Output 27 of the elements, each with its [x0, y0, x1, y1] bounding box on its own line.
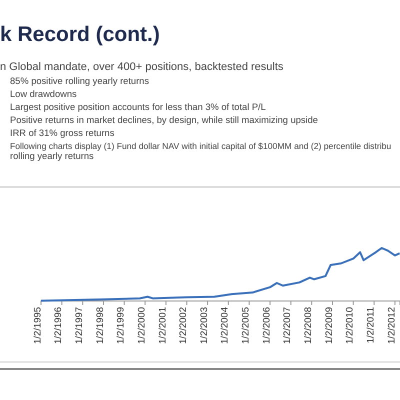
x-tick-label: 1/2/1997 [74, 307, 85, 344]
x-tick-label: 1/2/1996 [53, 307, 64, 344]
x-tick-label: 1/2/2010 [344, 307, 356, 344]
x-tick-label: 1/2/1995 [32, 307, 44, 344]
x-tick-label: 1/2/2009 [324, 307, 335, 344]
x-tick-label: 1/2/2000 [136, 307, 148, 344]
text: Largest positive position accounts for less than 3% of total P/L [10, 102, 266, 112]
x-tick-label: 1/2/2003 [198, 307, 210, 344]
x-tick-label: 1/2/2012 [386, 307, 398, 344]
x-tick-label: 1/2/2007 [282, 307, 294, 344]
x-tick-label: 1/2/2005 [240, 307, 252, 344]
text: Low drawdowns [10, 89, 78, 99]
text: n Global mandate, over 400+ positions, backtested results [0, 61, 284, 73]
x-tick-label: 1/2/2002 [178, 307, 190, 344]
x-tick-label: 1/2/1999 [116, 307, 127, 344]
text: 85% positive rolling yearly returns [10, 76, 150, 86]
text: Following charts display (1) Fund dollar NAV with initial capital of $100MM and (2) percentile distribu [10, 141, 392, 151]
x-tick-label: 1/2/1998 [94, 307, 106, 344]
text: Positive returns in market declines, by design, while still maximizing upside [10, 115, 318, 125]
chart-title: k Record (cont.) [0, 23, 160, 46]
x-tick-label: 1/2/2001 [157, 307, 168, 344]
x-tick-label: 1/2/2004 [220, 307, 231, 344]
x-tick-label: 1/2/2008 [302, 307, 314, 344]
x-tick-label: 1/2/2011 [365, 307, 376, 344]
text: IRR of 31% gross returns [10, 128, 115, 138]
text: rolling yearly returns [10, 151, 94, 161]
x-tick-label: 1/2/2006 [261, 307, 272, 344]
